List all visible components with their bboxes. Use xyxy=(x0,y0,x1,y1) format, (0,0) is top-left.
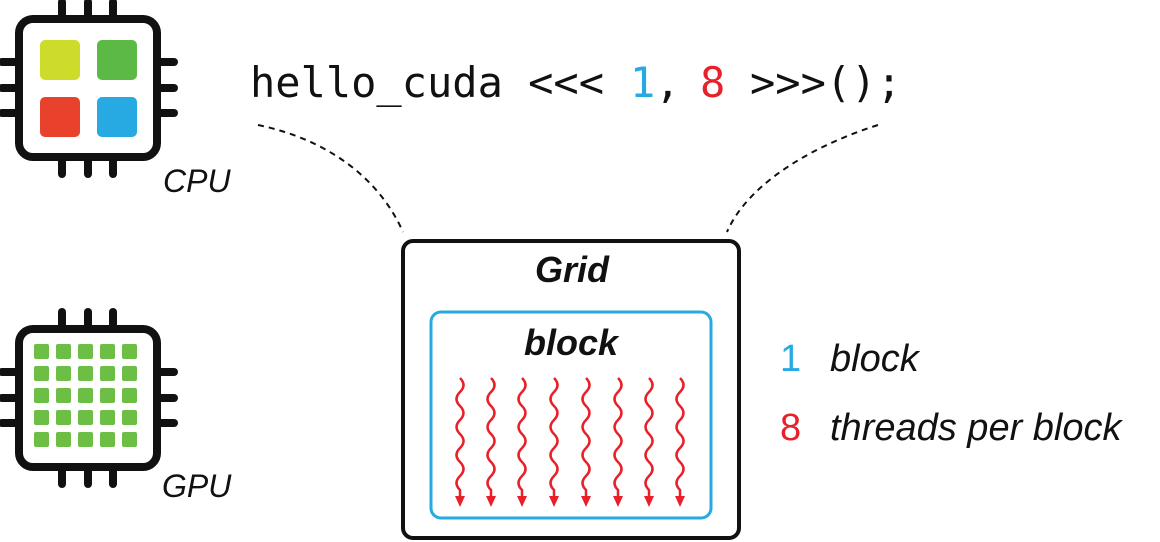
gpu-core xyxy=(78,344,93,359)
gpu-core xyxy=(122,410,137,425)
gpu-core xyxy=(78,410,93,425)
code-line: hello_cuda <<< 1 , 8 >>>(); xyxy=(250,58,902,107)
cpu-icon xyxy=(0,0,178,178)
gpu-core xyxy=(100,388,115,403)
gpu-core xyxy=(34,388,49,403)
gpu-core xyxy=(56,410,71,425)
gpu-core xyxy=(78,432,93,447)
gpu-label: GPU xyxy=(162,468,232,504)
gpu-core xyxy=(34,366,49,381)
gpu-core xyxy=(34,344,49,359)
gpu-core xyxy=(122,388,137,403)
gpu-core xyxy=(100,366,115,381)
gpu-core xyxy=(56,344,71,359)
gpu-core xyxy=(34,432,49,447)
code-separator: , xyxy=(655,58,680,107)
gpu-core xyxy=(56,432,71,447)
gpu-core xyxy=(122,432,137,447)
gpu-core xyxy=(100,410,115,425)
cpu-label: CPU xyxy=(163,163,231,199)
block-label: block xyxy=(524,322,620,363)
grid-label: Grid xyxy=(535,249,610,290)
code-threads: 8 xyxy=(700,58,725,107)
gpu-core xyxy=(78,388,93,403)
block-box xyxy=(429,310,713,520)
code-blocks: 1 xyxy=(630,58,655,107)
legend-number: 1 xyxy=(780,338,801,380)
legend-text: threads per block xyxy=(830,407,1123,449)
gpu-icon xyxy=(0,308,178,488)
gpu-core xyxy=(122,344,137,359)
legend-text: block xyxy=(830,338,921,380)
gpu-core xyxy=(100,344,115,359)
gpu-core xyxy=(56,388,71,403)
gpu-core xyxy=(122,366,137,381)
gpu-core xyxy=(78,366,93,381)
gpu-core xyxy=(56,366,71,381)
gpu-core xyxy=(34,410,49,425)
connector xyxy=(257,124,404,233)
legend-number: 8 xyxy=(780,407,801,449)
code-prefix: hello_cuda <<< xyxy=(250,58,604,107)
gpu-core xyxy=(100,432,115,447)
connector xyxy=(726,124,879,233)
code-suffix: >>>(); xyxy=(750,58,902,107)
